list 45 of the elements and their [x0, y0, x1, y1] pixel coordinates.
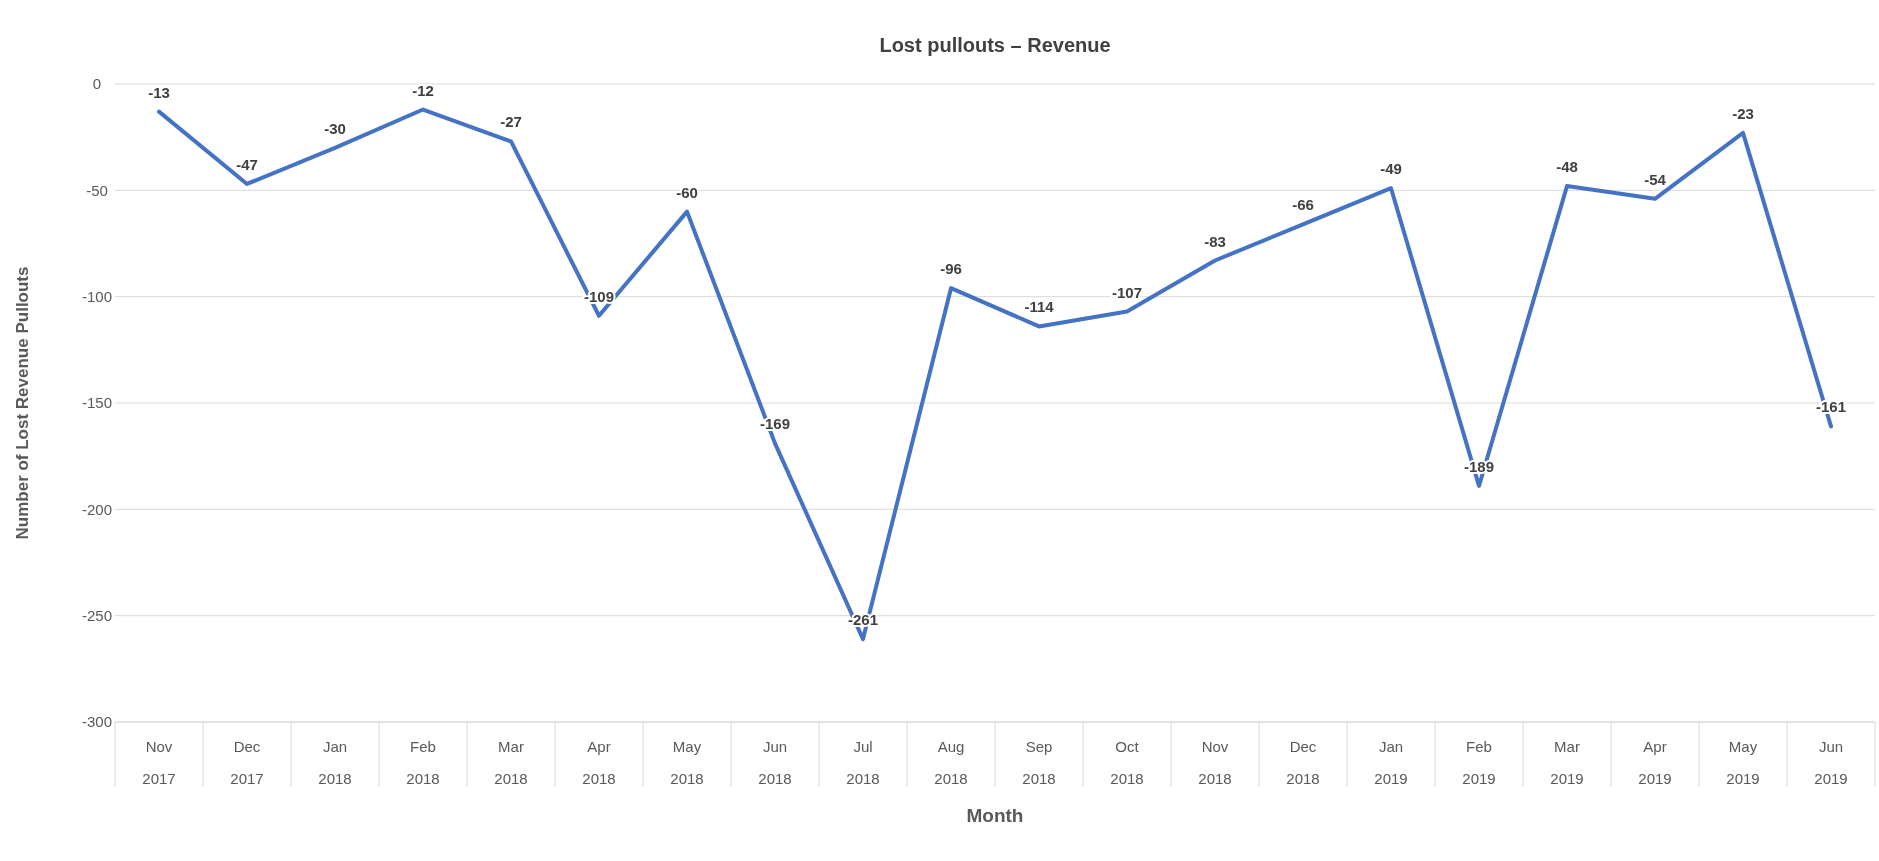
y-axis-title: Number of Lost Revenue Pullouts [13, 266, 32, 540]
x-tick-label: Jun 2019 [1814, 738, 1848, 787]
x-tick-label: Jan 2018 [318, 738, 352, 787]
x-tick-label: Mar 2019 [1550, 738, 1584, 787]
x-tick-label: Jan 2019 [1374, 738, 1408, 787]
x-tick-label: May 2019 [1726, 738, 1760, 787]
x-tick-label: Apr 2019 [1638, 738, 1672, 787]
x-tick-label: Dec 2018 [1286, 738, 1320, 787]
x-tick-label: Mar 2018 [494, 738, 528, 787]
data-label: -12 [412, 81, 434, 99]
x-tick-label: Sep 2018 [1022, 738, 1056, 787]
y-tick-label: -150 [81, 394, 113, 412]
data-label: -23 [1732, 104, 1754, 122]
x-tick-label: Aug 2018 [934, 738, 968, 787]
x-axis-title: Month [966, 805, 1024, 826]
y-tick-label: -250 [81, 606, 113, 624]
data-label: -30 [324, 119, 346, 137]
x-tick-label: Oct 2018 [1110, 738, 1144, 787]
data-label: -49 [1380, 160, 1402, 178]
y-tick-label: -200 [81, 500, 113, 518]
y-tick-label: -50 [86, 181, 108, 199]
x-tick-label: Nov 2017 [142, 738, 176, 787]
x-tick-label: Apr 2018 [582, 738, 616, 787]
x-tick-label: Jun 2018 [758, 738, 792, 787]
data-label: -54 [1644, 170, 1667, 188]
y-tick-label: -300 [81, 713, 113, 731]
data-label: -83 [1204, 232, 1226, 250]
data-label: -13 [148, 83, 170, 101]
data-label: -60 [676, 183, 698, 201]
y-tick-label: 0 [92, 75, 102, 93]
data-label: -66 [1292, 196, 1314, 214]
x-tick-label: Feb 2019 [1462, 738, 1496, 787]
data-label: -27 [500, 113, 522, 131]
data-label: -107 [1111, 283, 1143, 301]
data-label: -96 [940, 260, 962, 278]
x-tick-label: Dec 2017 [230, 738, 264, 787]
chart-title: Lost pullouts – Revenue [879, 34, 1111, 56]
x-tick-label: Nov 2018 [1198, 738, 1232, 787]
data-label: -47 [236, 155, 258, 173]
data-label: -48 [1556, 158, 1578, 176]
y-tick-label: -100 [81, 287, 113, 305]
x-tick-label: Feb 2018 [406, 738, 440, 787]
x-tick-label: May 2018 [670, 738, 704, 787]
data-label: -114 [1024, 298, 1055, 316]
x-tick-label: Jul 2018 [846, 738, 880, 787]
